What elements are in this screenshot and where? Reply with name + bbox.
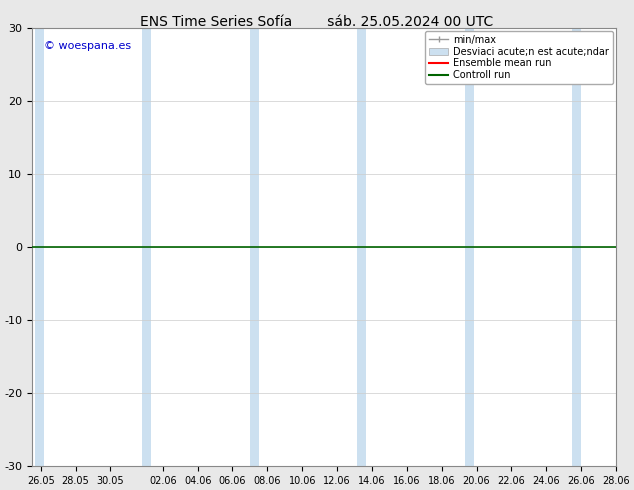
Bar [250,28,259,466]
Bar [143,28,151,466]
Bar [35,28,44,466]
Bar [573,28,581,466]
Bar [358,28,366,466]
Bar [465,28,474,466]
Text: ENS Time Series Sofía        sáb. 25.05.2024 00 UTC: ENS Time Series Sofía sáb. 25.05.2024 00… [140,15,494,29]
Text: © woespana.es: © woespana.es [44,41,131,51]
Legend: min/max, Desviaci acute;n est acute;ndar, Ensemble mean run, Controll run: min/max, Desviaci acute;n est acute;ndar… [425,31,613,84]
